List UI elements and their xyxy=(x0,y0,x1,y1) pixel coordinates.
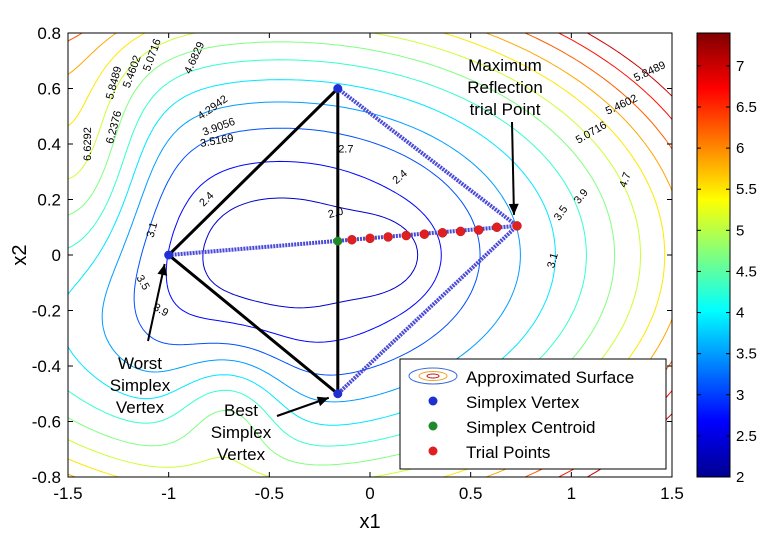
legend: Approximated Surface Simplex Vertex Simp… xyxy=(399,358,667,470)
colorbar-tick-label: 5.5 xyxy=(736,181,757,198)
worst-vertex-annotation: Vertex xyxy=(116,398,165,417)
y-tick-label: -0.6 xyxy=(32,413,61,432)
colorbar-tick-label: 4 xyxy=(736,305,744,322)
trial-point xyxy=(365,233,375,244)
best-vertex-annotation: Best xyxy=(224,401,258,420)
max-reflection-annotation: Reflection xyxy=(467,78,543,97)
worst-vertex-arrow-head xyxy=(157,264,168,276)
trial-point xyxy=(383,232,393,242)
contour-level-label: 4.7 xyxy=(617,171,634,189)
y-tick-label: -0.8 xyxy=(32,468,61,487)
legend-vertex-dot xyxy=(428,396,438,406)
legend-entry-vertex: Simplex Vertex xyxy=(428,393,580,412)
y-tick-label: 0.8 xyxy=(37,24,61,43)
trial-point xyxy=(473,225,484,235)
contour-level-label: 6.6292 xyxy=(82,127,94,161)
trial-point xyxy=(437,228,448,238)
colorbar-tick-label: 3.5 xyxy=(736,346,757,363)
legend-box xyxy=(399,358,667,470)
max-reflection-arrow xyxy=(511,121,515,215)
simplex-vertex xyxy=(164,250,174,260)
best-vertex-arrow-head xyxy=(316,396,329,407)
colorbar-tick-label: 2.5 xyxy=(736,428,757,445)
y-axis-label: x2 xyxy=(9,244,31,265)
points-layer xyxy=(164,84,522,399)
x-axis-ticks: -1.5 -1 -0.5 0 0.5 1 1.5 xyxy=(53,33,684,503)
x-tick-label: -1 xyxy=(161,484,176,503)
legend-trial-dot xyxy=(428,446,438,456)
colorbar-tick-label: 4.5 xyxy=(736,263,757,280)
worst-vertex-annotation: Simplex xyxy=(110,376,171,395)
colorbar-tick-label: 5 xyxy=(736,222,744,239)
contour-level-label: 3.1 xyxy=(145,221,161,239)
annotation-layer: Maximum Reflection trial Point Worst Simplex… xyxy=(110,56,543,464)
simplex-vertex xyxy=(333,84,343,93)
y-axis-ticks: 0.8 0.6 0.4 0.2 0 -0.2 -0.4 -0.6 -0.8 xyxy=(32,24,672,487)
trial-point xyxy=(401,230,411,241)
colorbar-tick-label: 3 xyxy=(736,387,744,404)
contour-line xyxy=(68,41,616,466)
y-tick-label: -0.2 xyxy=(32,302,61,321)
legend-label: Approximated Surface xyxy=(466,368,634,387)
x-tick-label: 0.5 xyxy=(459,484,483,503)
colorbar-tick-label: 7 xyxy=(736,58,744,75)
max-reflection-annotation: Maximum xyxy=(468,56,542,75)
contour-level-label: 3.1 xyxy=(545,252,561,270)
colorbar-tick-label: 2 xyxy=(736,469,744,486)
best-vertex-annotation: Vertex xyxy=(217,445,266,464)
best-vertex-annotation: Simplex xyxy=(211,423,272,442)
x-tick-label: 1.5 xyxy=(660,484,684,503)
y-tick-label: -0.4 xyxy=(32,357,61,376)
colorbar-tick-label: 6.5 xyxy=(736,99,757,116)
simplex-centroid xyxy=(333,236,343,246)
x-tick-label: -1.5 xyxy=(53,484,82,503)
legend-surface-icon xyxy=(408,367,458,385)
contour-line xyxy=(68,59,587,447)
x-tick-label: -0.5 xyxy=(255,484,284,503)
legend-label: Trial Points xyxy=(466,443,550,462)
y-tick-label: 0.4 xyxy=(37,135,61,154)
legend-entry-trial: Trial Points xyxy=(428,443,550,462)
trial-point xyxy=(347,234,357,245)
x-axis-label: x1 xyxy=(359,511,380,533)
x-tick-label: 0 xyxy=(365,484,374,503)
trial-point xyxy=(419,229,430,239)
y-tick-label: 0 xyxy=(52,246,61,265)
worst-vertex-arrow xyxy=(147,263,166,342)
y-tick-label: 0.6 xyxy=(37,80,61,99)
legend-entry-surface: Approximated Surface xyxy=(408,367,634,387)
legend-entry-centroid: Simplex Centroid xyxy=(428,418,595,437)
simplex-vertex xyxy=(333,389,343,399)
contour-line xyxy=(202,197,419,309)
legend-label: Simplex Vertex xyxy=(466,393,580,412)
colorbar-gradient xyxy=(696,32,731,478)
legend-label: Simplex Centroid xyxy=(466,418,595,437)
max-reflection-arrow-head xyxy=(508,203,519,215)
legend-centroid-dot xyxy=(428,421,438,431)
colorbar-ticks: 2 2.5 3 3.5 4 4.5 5 5.5 6 6.5 7 xyxy=(697,58,757,486)
colorbar: 2 2.5 3 3.5 4 4.5 5 5.5 6 6.5 7 xyxy=(696,32,757,486)
trial-point xyxy=(455,226,466,237)
trial-point xyxy=(512,221,522,231)
contour-level-label: 2.7 xyxy=(338,143,353,155)
colorbar-tick-label: 6 xyxy=(736,140,744,157)
trial-point xyxy=(492,222,502,232)
worst-vertex-annotation: Worst xyxy=(118,354,162,373)
y-tick-label: 0.2 xyxy=(37,191,61,210)
x-tick-label: 1 xyxy=(567,484,576,503)
contour-level-label: 3.5169 xyxy=(199,132,234,150)
contour-level-label: 2.0 xyxy=(327,206,345,222)
max-reflection-annotation: trial Point xyxy=(470,100,541,119)
